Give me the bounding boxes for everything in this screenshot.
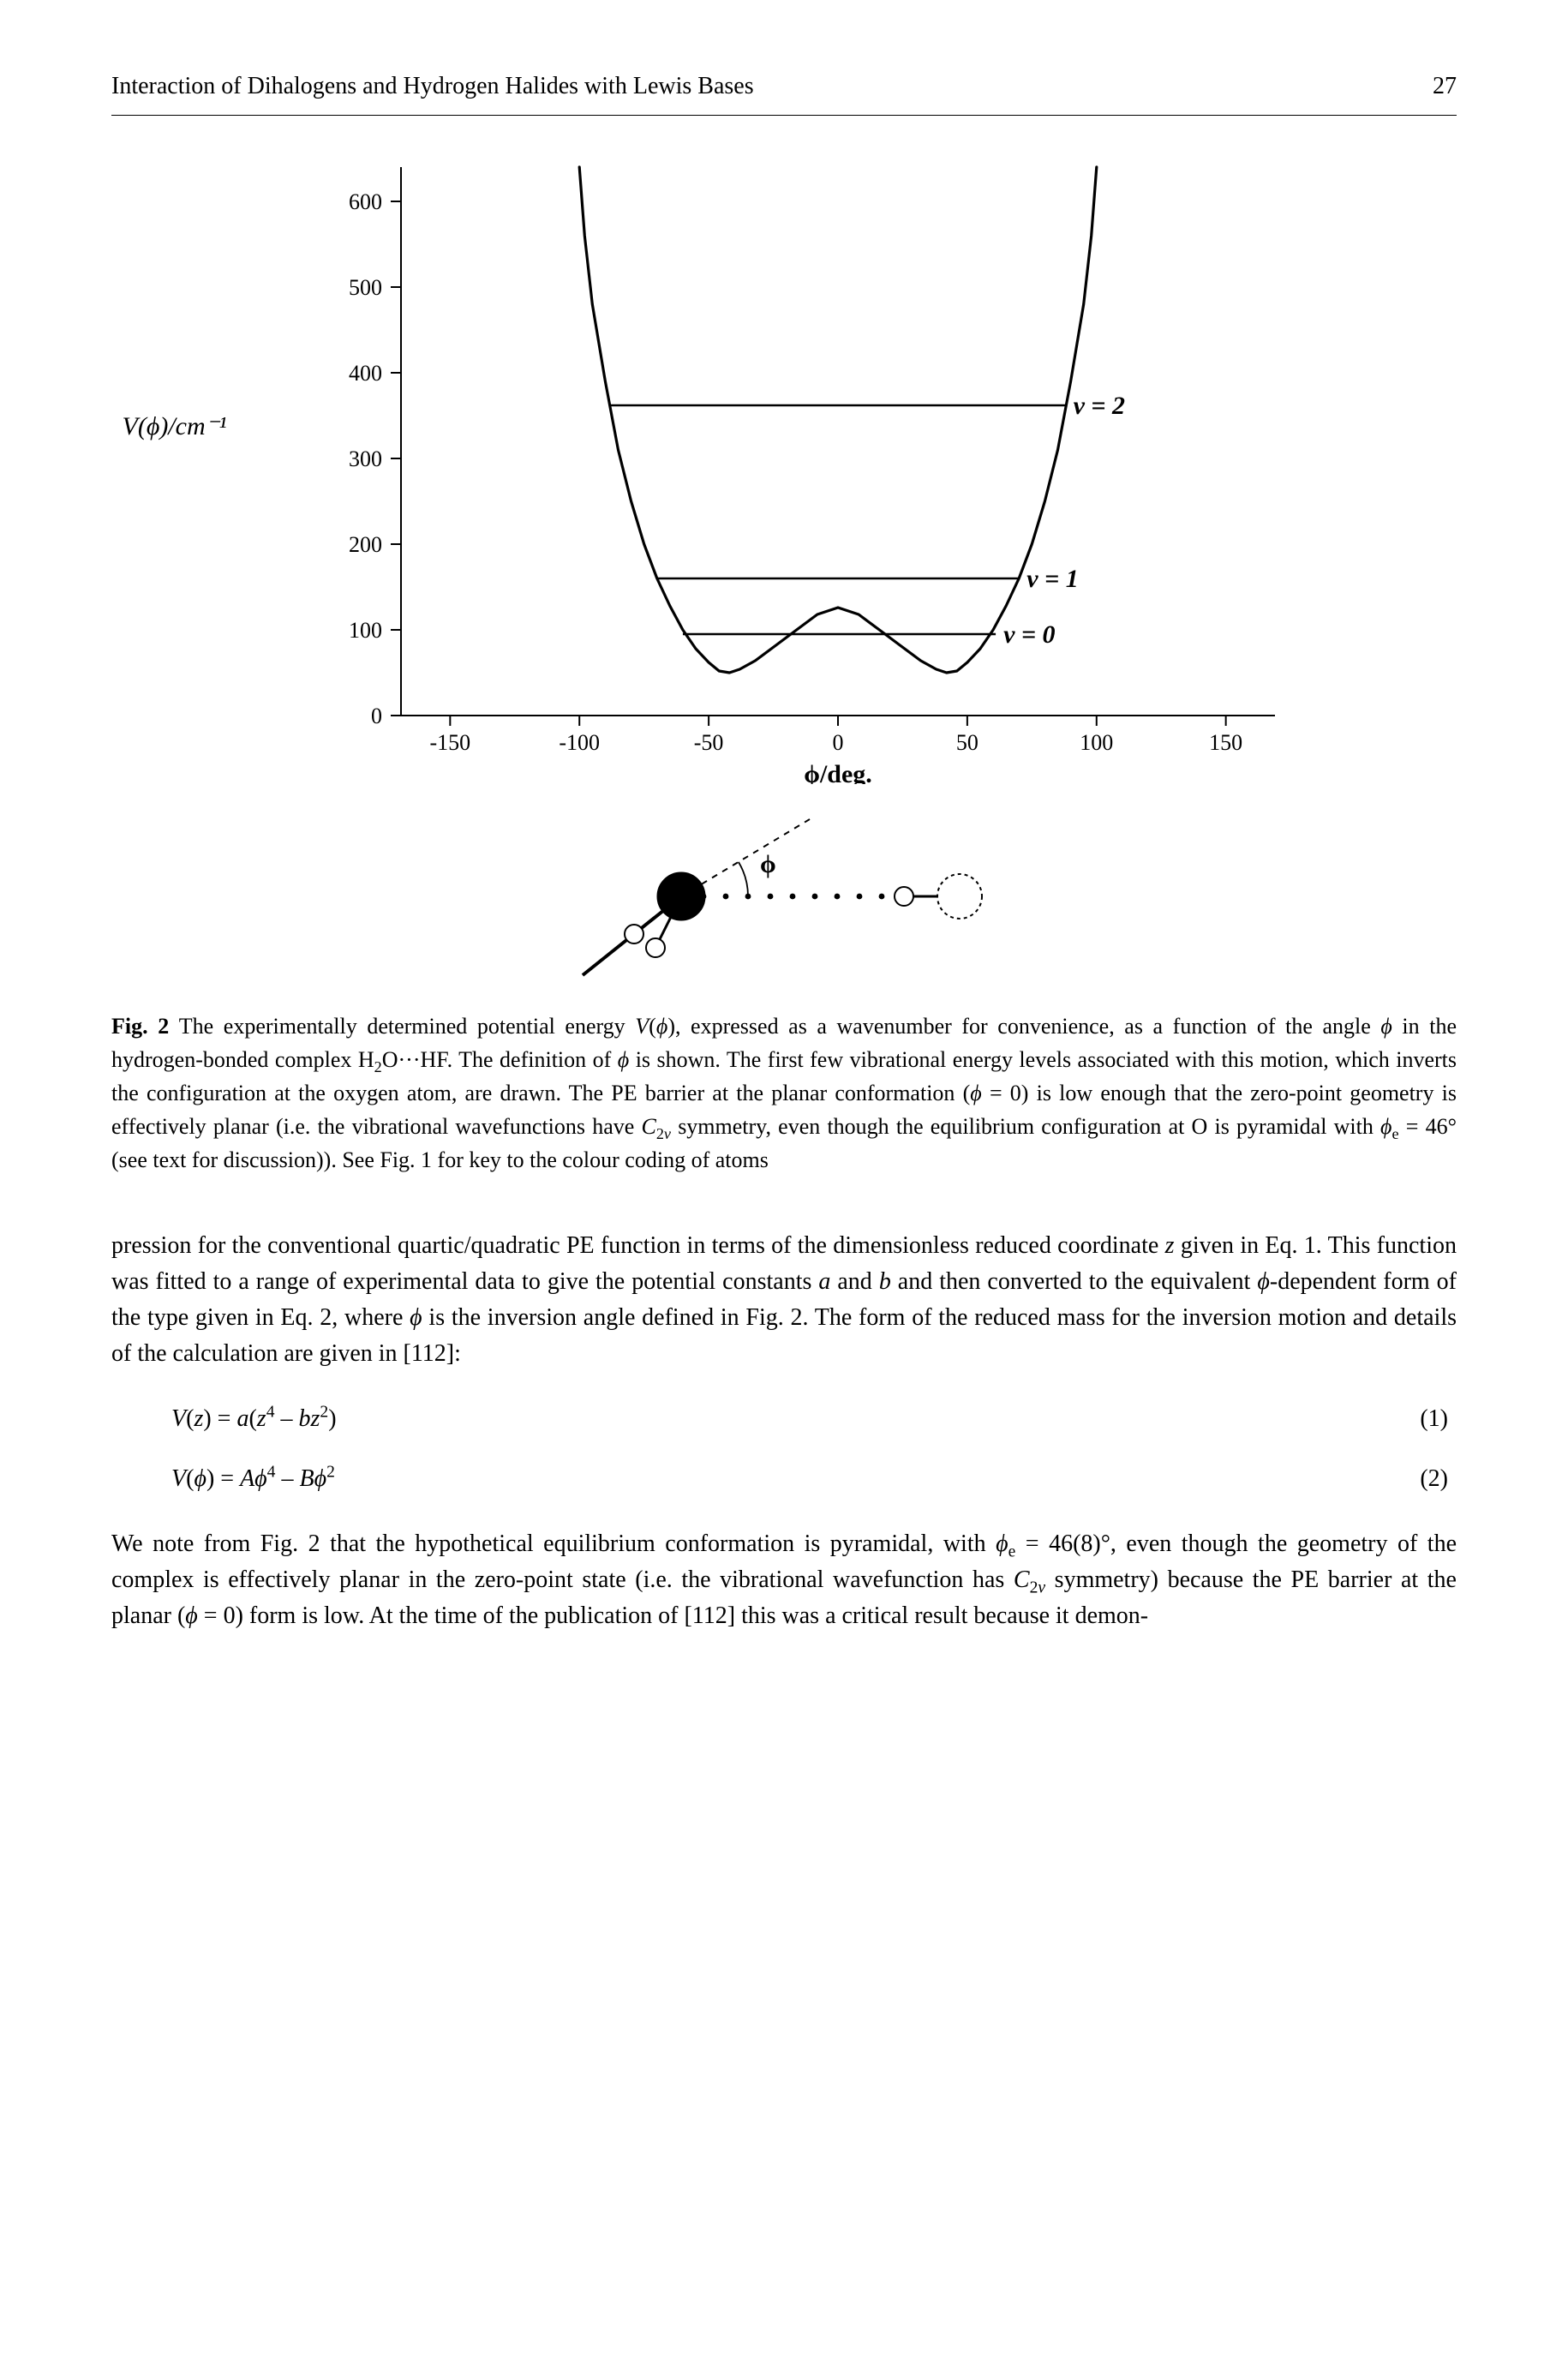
page-number: 27: [1433, 69, 1457, 105]
potential-energy-chart: 0 100 200 300 400 500 600 -150 -100 -50 0 50 100 150 v…: [311, 150, 1309, 784]
svg-text:100: 100: [349, 618, 382, 643]
equation-1-body: V(z) = a(z4 – bz2): [171, 1401, 337, 1437]
header-rule: [111, 115, 1457, 116]
body-paragraph-1: pression for the conventional quartic/qu…: [111, 1228, 1457, 1372]
chart-container: V(ϕ)/cm⁻¹ 0100200300400500600-150-100-50…: [311, 150, 1309, 795]
running-title: Interaction of Dihalogens and Hydrogen H…: [111, 69, 754, 105]
svg-text:500: 500: [349, 275, 382, 300]
molecule-diagram: ϕ: [510, 795, 1058, 984]
figure-caption: Fig. 2 The experimentally determined pot…: [111, 1009, 1457, 1177]
caption-text: The experimentally determined potential …: [111, 1014, 1457, 1172]
chart-ylabel: V(ϕ)/cm⁻¹: [123, 407, 227, 446]
svg-text:0: 0: [371, 704, 382, 728]
svg-text:400: 400: [349, 361, 382, 386]
svg-text:0: 0: [832, 730, 843, 755]
svg-text:-100: -100: [559, 730, 600, 755]
svg-text:v = 1: v = 1: [1026, 565, 1078, 593]
svg-text:v = 2: v = 2: [1073, 392, 1124, 420]
svg-text:300: 300: [349, 446, 382, 471]
body-paragraph-2: We note from Fig. 2 that the hypothetica…: [111, 1526, 1457, 1634]
equation-2-body: V(ϕ) = Aϕ4 – Bϕ2: [171, 1461, 335, 1497]
svg-text:600: 600: [349, 189, 382, 214]
svg-text:150: 150: [1209, 730, 1242, 755]
equation-2: V(ϕ) = Aϕ4 – Bϕ2 (2): [111, 1449, 1457, 1509]
svg-text:100: 100: [1080, 730, 1113, 755]
svg-text:v = 0: v = 0: [1003, 620, 1055, 649]
svg-text:ϕ/deg.: ϕ/deg.: [804, 760, 872, 784]
page-header: Interaction of Dihalogens and Hydrogen H…: [111, 69, 1457, 105]
svg-text:ϕ: ϕ: [760, 850, 776, 878]
svg-text:50: 50: [955, 730, 978, 755]
equation-2-number: (2): [1420, 1461, 1457, 1497]
svg-text:-150: -150: [429, 730, 470, 755]
figure-2: V(ϕ)/cm⁻¹ 0100200300400500600-150-100-50…: [111, 150, 1457, 984]
svg-text:200: 200: [349, 532, 382, 557]
equation-1: V(z) = a(z4 – bz2) (1): [111, 1389, 1457, 1449]
caption-label: Fig. 2: [111, 1014, 169, 1039]
equation-1-number: (1): [1420, 1401, 1457, 1437]
svg-text:-50: -50: [693, 730, 723, 755]
